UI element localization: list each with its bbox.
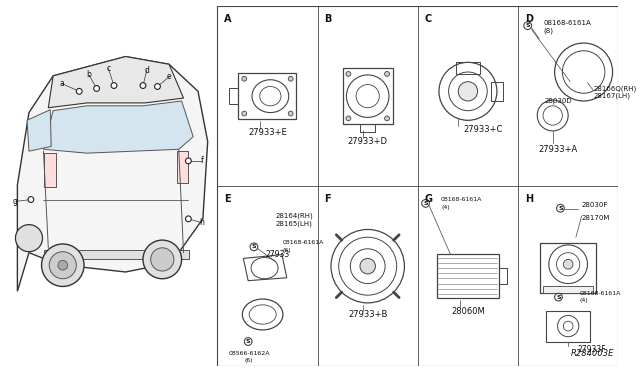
Bar xyxy=(456,62,479,74)
Bar xyxy=(547,311,590,341)
Text: 08566-6162A: 08566-6162A xyxy=(228,351,270,356)
Text: S: S xyxy=(252,244,256,249)
Circle shape xyxy=(242,76,246,81)
Text: S: S xyxy=(558,206,563,211)
Text: (8): (8) xyxy=(543,27,553,34)
Circle shape xyxy=(93,86,99,92)
Circle shape xyxy=(186,216,191,222)
Circle shape xyxy=(346,116,351,121)
Text: 27933+E: 27933+E xyxy=(248,128,287,137)
Text: g: g xyxy=(13,197,18,206)
Circle shape xyxy=(385,71,390,76)
Circle shape xyxy=(360,259,376,274)
Bar xyxy=(44,153,56,187)
Text: S: S xyxy=(556,295,561,299)
Circle shape xyxy=(58,260,68,270)
Text: f: f xyxy=(200,156,204,166)
Circle shape xyxy=(288,76,293,81)
Circle shape xyxy=(385,116,390,121)
Text: 08168-6161A: 08168-6161A xyxy=(441,197,483,202)
Circle shape xyxy=(155,84,161,89)
Text: D: D xyxy=(525,14,533,24)
Text: 27933+A: 27933+A xyxy=(539,145,578,154)
Text: e: e xyxy=(167,72,172,81)
Text: H: H xyxy=(525,194,533,204)
Circle shape xyxy=(76,89,82,94)
Circle shape xyxy=(140,83,146,89)
Circle shape xyxy=(49,252,76,279)
Text: B: B xyxy=(324,14,332,24)
Text: 28060M: 28060M xyxy=(451,307,485,315)
Bar xyxy=(229,89,239,104)
Text: c: c xyxy=(106,64,110,73)
Bar xyxy=(342,68,393,124)
Text: 28167(LH): 28167(LH) xyxy=(593,93,630,99)
Polygon shape xyxy=(44,101,193,153)
Text: h: h xyxy=(200,218,204,227)
Text: 27933F: 27933F xyxy=(578,345,607,354)
Text: 27933+C: 27933+C xyxy=(463,125,502,134)
Text: (4): (4) xyxy=(580,298,589,304)
Bar xyxy=(436,254,499,298)
Text: (6): (6) xyxy=(245,358,253,363)
Circle shape xyxy=(288,111,293,116)
Text: S: S xyxy=(423,201,428,206)
Text: 28165(LH): 28165(LH) xyxy=(275,221,312,227)
Text: S: S xyxy=(246,339,250,344)
Text: E: E xyxy=(224,194,231,204)
Text: A: A xyxy=(224,14,232,24)
Text: 28030F: 28030F xyxy=(582,202,608,208)
Text: G: G xyxy=(424,194,433,204)
Bar xyxy=(543,285,593,293)
Circle shape xyxy=(111,83,117,89)
Text: 08168-6161A: 08168-6161A xyxy=(543,20,591,26)
Text: b: b xyxy=(86,70,92,79)
Bar xyxy=(218,6,618,366)
Circle shape xyxy=(242,111,246,116)
Bar xyxy=(540,243,596,293)
Circle shape xyxy=(186,158,191,164)
Text: 28164(RH): 28164(RH) xyxy=(275,213,313,219)
Bar xyxy=(239,73,296,119)
Text: 28170M: 28170M xyxy=(582,215,610,221)
Text: (4): (4) xyxy=(441,205,450,210)
Polygon shape xyxy=(48,57,184,108)
Circle shape xyxy=(42,244,84,286)
Circle shape xyxy=(15,225,42,252)
Text: 08168-6161A: 08168-6161A xyxy=(283,240,324,246)
Circle shape xyxy=(150,248,174,271)
Text: 27933+D: 27933+D xyxy=(348,137,388,146)
Circle shape xyxy=(563,259,573,269)
Bar xyxy=(360,124,376,132)
Bar xyxy=(44,250,189,259)
Text: S: S xyxy=(525,23,530,28)
Polygon shape xyxy=(27,110,51,151)
Text: 27933+B: 27933+B xyxy=(348,310,387,319)
Polygon shape xyxy=(17,57,208,291)
Circle shape xyxy=(458,82,477,101)
Circle shape xyxy=(28,197,34,202)
Text: a: a xyxy=(60,79,64,88)
Text: F: F xyxy=(324,194,331,204)
Text: d: d xyxy=(145,65,149,74)
Bar xyxy=(491,82,502,101)
Text: R284003E: R284003E xyxy=(571,349,614,358)
Text: C: C xyxy=(424,14,432,24)
Circle shape xyxy=(346,71,351,76)
Text: (6): (6) xyxy=(283,248,292,253)
Circle shape xyxy=(143,240,182,279)
Text: 28166Q(RH): 28166Q(RH) xyxy=(593,85,637,92)
Bar xyxy=(177,151,188,183)
Text: 08168-6161A: 08168-6161A xyxy=(580,291,621,296)
Text: 27933: 27933 xyxy=(266,250,290,259)
Text: 28030D: 28030D xyxy=(545,98,573,104)
Bar xyxy=(499,268,507,283)
